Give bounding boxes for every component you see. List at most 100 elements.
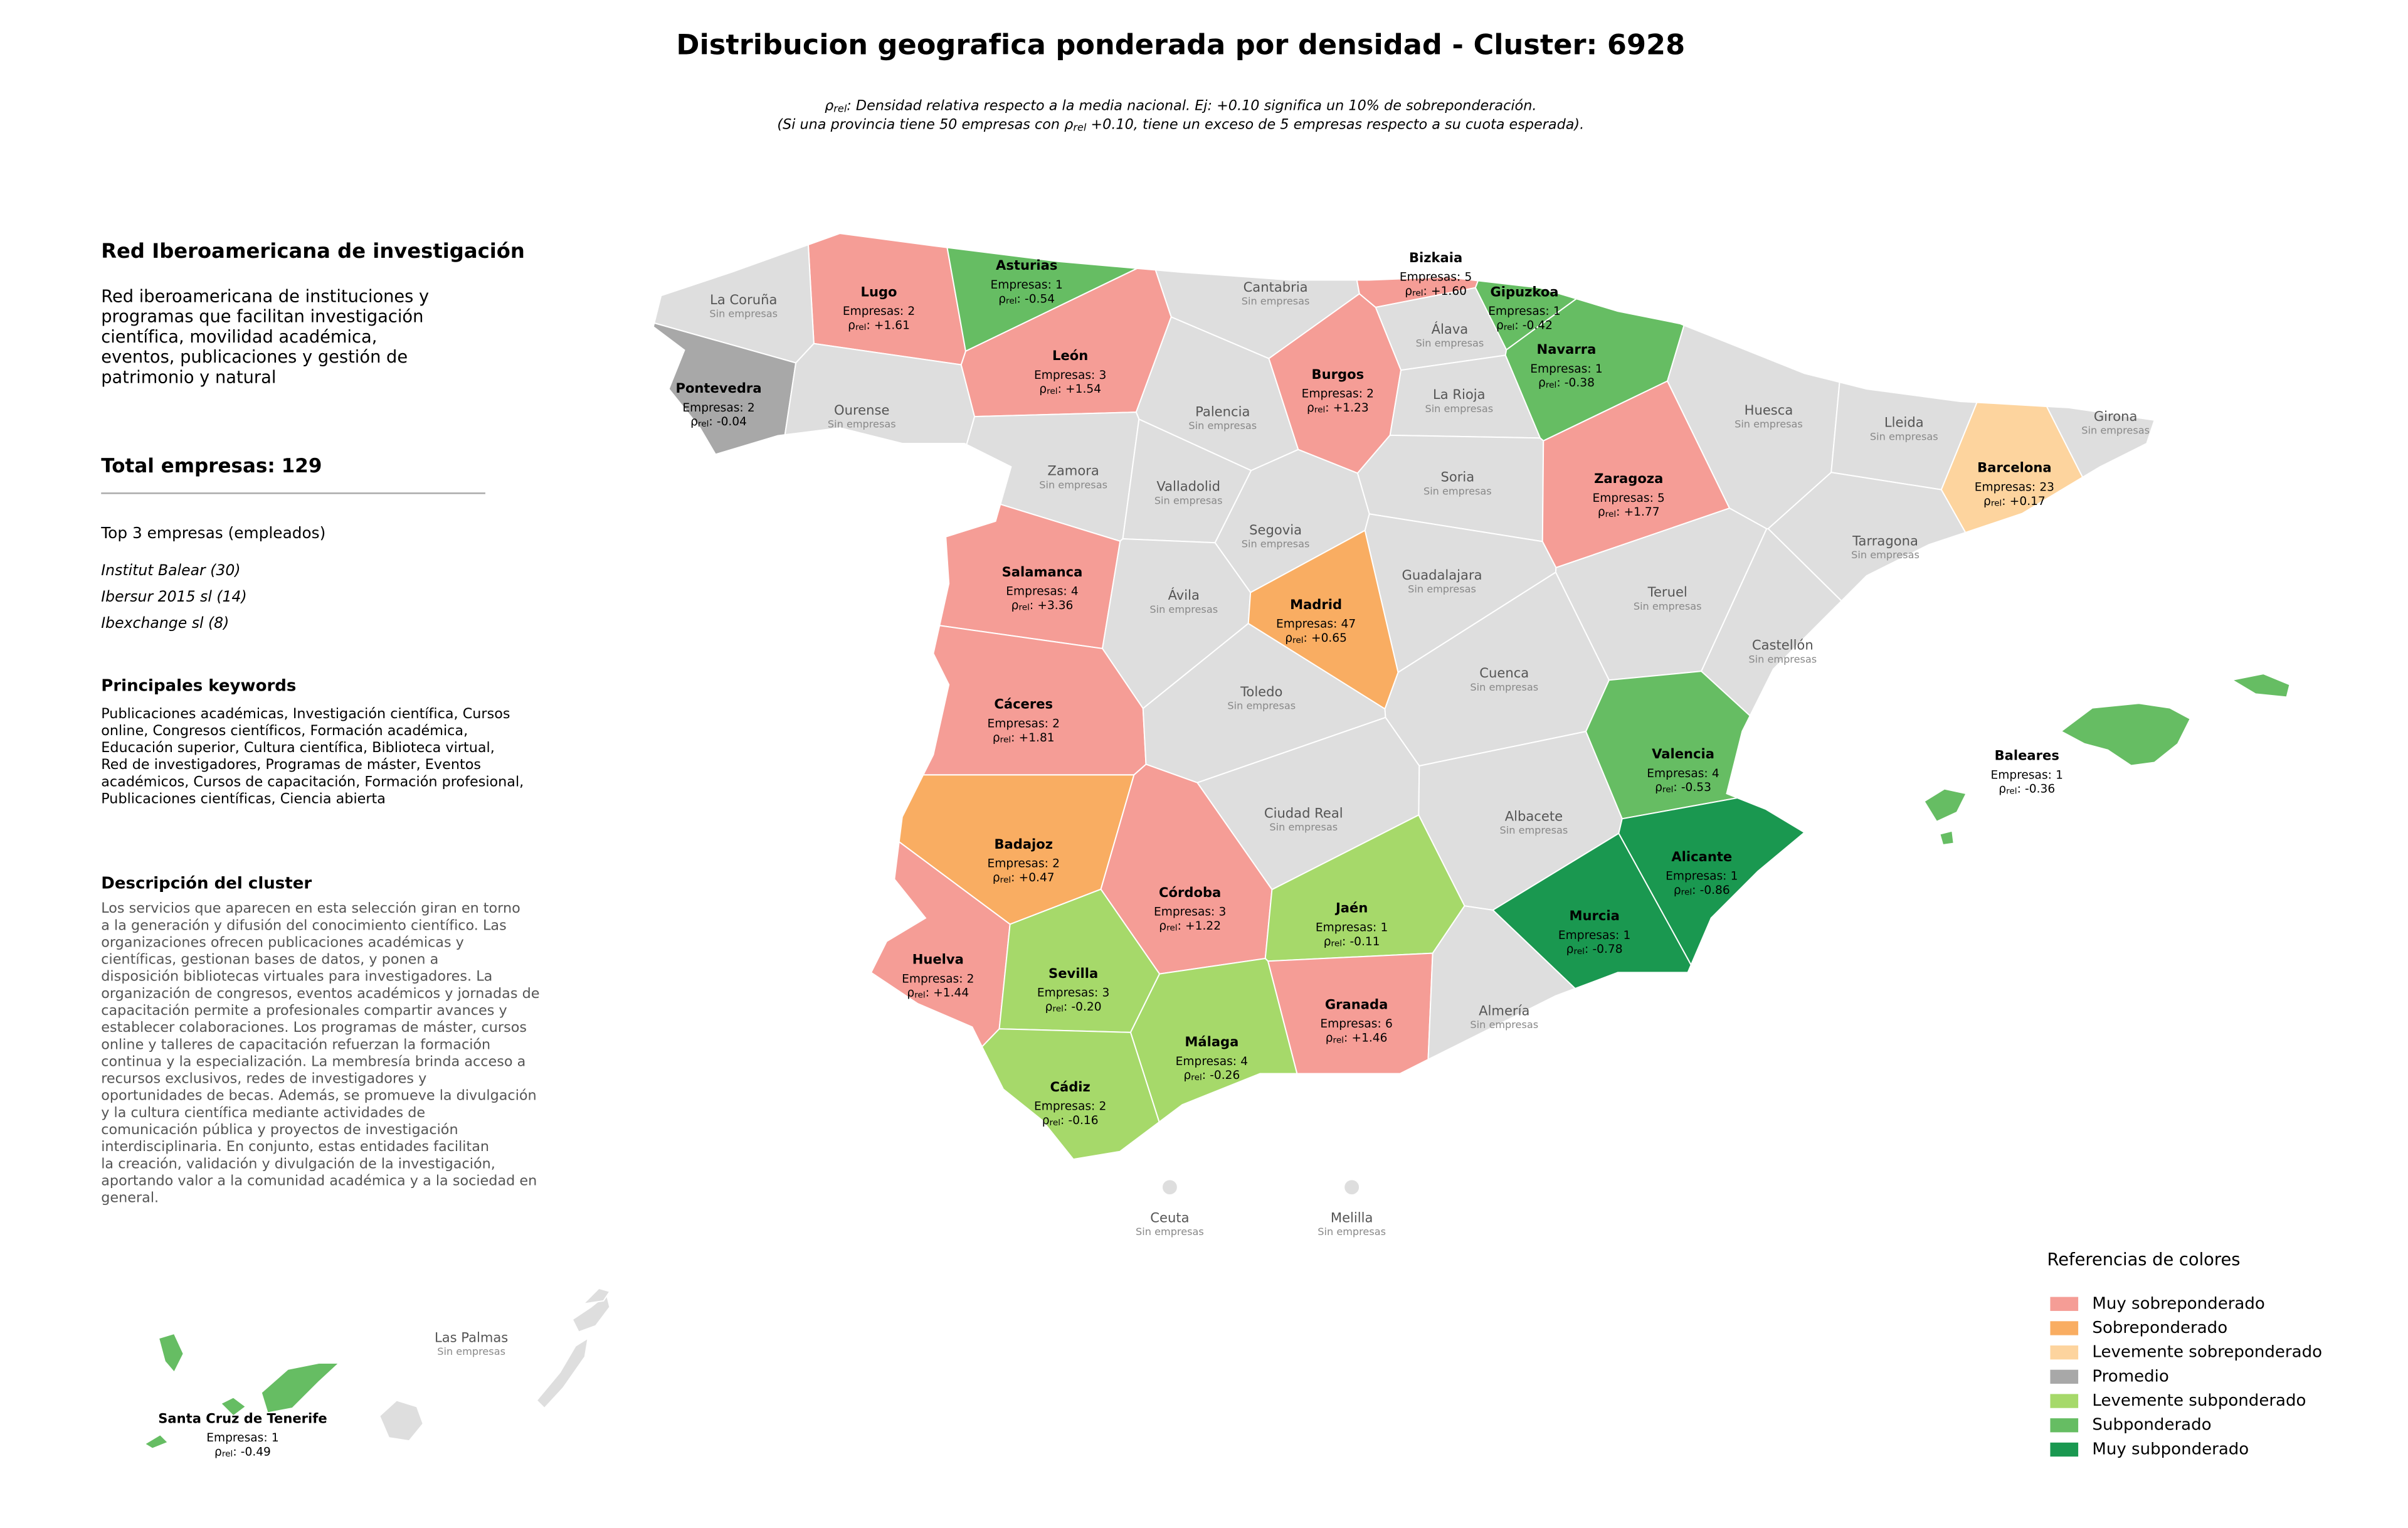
rho-label: ρrel: +1.23: [1307, 401, 1369, 415]
companies-text: Empresas:: [990, 278, 1051, 291]
rho-sub: rel: [1006, 296, 1017, 306]
companies-label: Empresas: 1: [990, 278, 1062, 291]
rho-sep: :: [233, 1445, 236, 1458]
companies-label: Empresas: 1: [1316, 921, 1388, 934]
companies-value: 5: [1464, 270, 1472, 284]
rho-symbol: ρ: [1307, 401, 1314, 414]
rho-label: ρrel: -0.42: [1496, 319, 1553, 332]
rho-symbol: ρ: [907, 986, 914, 999]
rho-symbol: ρ: [1064, 116, 1073, 132]
note-line: ρrel: Densidad relativa respecto a la me…: [825, 97, 1536, 114]
province: [1427, 905, 1576, 1061]
province-name: Jaén: [1334, 900, 1368, 916]
province-name: León: [1052, 348, 1088, 363]
rho-value: -0.04: [717, 415, 747, 428]
province-name: Alicante: [1671, 849, 1732, 864]
companies-text: Empresas:: [1034, 368, 1095, 381]
province-name: Asturias: [996, 257, 1057, 273]
rho-sub: rel: [833, 102, 847, 114]
rho-sep: :: [1064, 1000, 1067, 1013]
rho-sub: rel: [222, 1449, 233, 1459]
companies-text: Empresas:: [1488, 305, 1549, 318]
companies-value: 1: [1595, 362, 1603, 375]
companies-text: Empresas:: [1276, 617, 1337, 630]
no-companies: Sin empresas: [1851, 549, 1920, 561]
rho-label: ρrel: -0.78: [1566, 943, 1623, 957]
rho-value: +3.36: [1037, 598, 1073, 612]
no-companies: Sin empresas: [1242, 295, 1310, 307]
rho-symbol: ρ: [1326, 1031, 1333, 1044]
province-name: Huelva: [912, 952, 964, 967]
rho-value: -0.36: [2025, 782, 2055, 795]
province-name: Santa Cruz de Tenerife: [158, 1410, 327, 1426]
total-label: Total empresas:: [101, 455, 275, 477]
rho-sep: :: [1325, 401, 1329, 414]
no-companies: Sin empresas: [1470, 681, 1538, 693]
province: [581, 1287, 611, 1305]
rho-sub: rel: [2006, 786, 2017, 796]
province-name: Palencia: [1195, 403, 1250, 419]
province-name: Zamora: [1047, 463, 1099, 479]
rho-sep: :: [1202, 1069, 1206, 1082]
rho-label: ρrel: +1.77: [1598, 506, 1660, 519]
rho-sub: rel: [1166, 923, 1177, 933]
rho-value: -0.42: [1523, 319, 1553, 332]
rho-value: -0.54: [1025, 292, 1055, 305]
rho-value: -0.38: [1565, 376, 1595, 390]
no-companies: Sin empresas: [1870, 431, 1938, 443]
rho-symbol: ρ: [1983, 494, 1991, 507]
rho-symbol: ρ: [1045, 1000, 1053, 1013]
rho-sub: rel: [1292, 635, 1303, 645]
legend-label: Sobreponderado: [2092, 1318, 2227, 1337]
companies-text: Empresas:: [843, 305, 904, 318]
rho-sep: :: [1304, 632, 1307, 645]
province-name: Ávila: [1168, 587, 1200, 603]
description-line: Los servicios que aparecen en esta selec…: [101, 900, 520, 916]
description-line: continua y la especialización. La membre…: [101, 1053, 525, 1069]
legend-label: Levemente subponderado: [2092, 1391, 2306, 1410]
no-companies: Sin empresas: [1269, 821, 1338, 833]
rho-sub: rel: [1073, 121, 1087, 133]
rho-sep: :: [1673, 781, 1677, 794]
rho-sub: rel: [1000, 735, 1011, 745]
rho-symbol: ρ: [1655, 781, 1662, 794]
rho-symbol: ρ: [214, 1445, 222, 1458]
rho-sep: :: [1011, 731, 1015, 744]
no-companies: Sin empresas: [1149, 603, 1218, 615]
rho-symbol: ρ: [1285, 632, 1292, 645]
province-name: Lleida: [1884, 415, 1924, 430]
rho-sep: :: [1060, 1114, 1064, 1127]
description-line: comunicación pública y proyectos de inve…: [101, 1122, 458, 1138]
companies-value: 1: [2056, 768, 2063, 782]
rho-sep: :: [1030, 598, 1033, 612]
map: [143, 233, 2291, 1450]
summary-line: Red iberoamericana de instituciones y: [101, 287, 429, 306]
companies-value: 6: [1385, 1017, 1393, 1031]
companies-value: 47: [1341, 617, 1356, 630]
rho-label: ρrel: +3.36: [1011, 598, 1074, 612]
companies-value: 3: [1102, 986, 1109, 999]
legend-swatch: [2050, 1321, 2079, 1335]
companies-value: 2: [907, 305, 915, 318]
companies-label: Empresas: 4: [1006, 585, 1078, 598]
companies-label: Empresas: 2: [988, 717, 1060, 730]
province-name: Madrid: [1290, 597, 1342, 612]
rho-symbol: ρ: [1999, 782, 2006, 795]
province: [157, 1332, 184, 1374]
description-title: Descripción del cluster: [101, 874, 312, 893]
no-companies: Sin empresas: [1416, 337, 1484, 349]
no-companies: Sin empresas: [1425, 403, 1493, 415]
province-name: Sevilla: [1048, 965, 1098, 981]
companies-text: Empresas:: [1316, 921, 1376, 934]
legend-label: Muy sobreponderado: [2092, 1294, 2264, 1313]
companies-label: Empresas: 3: [1034, 368, 1106, 381]
province: [143, 1433, 169, 1450]
sidebar-title: Red Iberoamericana de investigación: [101, 239, 525, 263]
description-line: científicas, gestionan bases de datos, y…: [101, 952, 438, 968]
rho-value: +1.44: [933, 986, 969, 999]
companies-label: Empresas: 2: [902, 972, 974, 985]
rho-symbol: ρ: [825, 97, 833, 114]
no-companies: Sin empresas: [1408, 583, 1476, 595]
